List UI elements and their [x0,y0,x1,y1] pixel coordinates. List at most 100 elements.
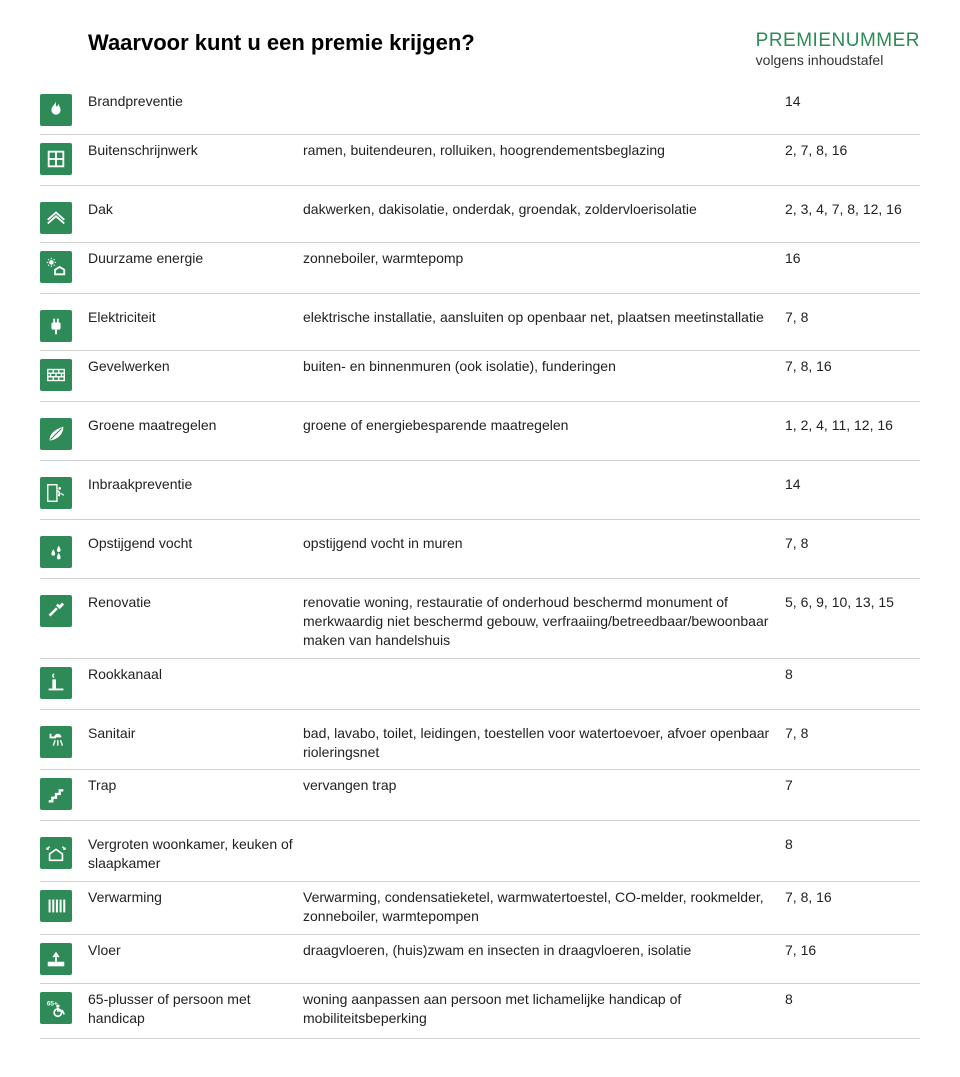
table-row: Elektriciteitelektrische installatie, aa… [40,302,920,351]
category-label: Renovatie [88,593,303,612]
icon-cell [40,941,88,975]
stairs-icon [40,778,72,810]
category-label: Verwarming [88,888,303,907]
premium-number: 7, 8, 16 [785,357,920,376]
icon-cell [40,665,88,699]
table-row: Gevelwerkenbuiten- en binnenmuren (ook i… [40,351,920,399]
description: ramen, buitendeuren, rolluiken, hoogrend… [303,141,785,160]
table-row: Sanitairbad, lavabo, toilet, leidingen, … [40,718,920,771]
table-section: Renovatierenovatie woning, restauratie o… [40,587,920,710]
premienummer-sub: volgens inhoudstafel [756,52,920,68]
icon-cell [40,888,88,922]
leaf-icon [40,418,72,450]
icon-cell [40,835,88,869]
table-row: 65+ 65-plusser of persoon met handicapwon… [40,984,920,1036]
description: Verwarming, condensatieketel, warmwatert… [303,888,785,926]
house-expand-icon [40,837,72,869]
premium-number: 7, 16 [785,941,920,960]
premium-number: 14 [785,475,920,494]
table-row: Opstijgend vochtopstijgend vocht in mure… [40,528,920,576]
table-row: Vergroten woonkamer, keuken of slaapkame… [40,829,920,882]
table-row: Inbraakpreventie 14 [40,469,920,517]
bricks-icon [40,359,72,391]
table-section: Brandpreventie14Buitenschrijnwerkramen, … [40,86,920,186]
hammer-icon [40,595,72,627]
premium-number: 2, 7, 8, 16 [785,141,920,160]
drops-icon [40,536,72,568]
category-label: Gevelwerken [88,357,303,376]
description: bad, lavabo, toilet, leidingen, toestell… [303,724,785,762]
roof-icon [40,202,72,234]
description: buiten- en binnenmuren (ook isolatie), f… [303,357,785,376]
table-row: Brandpreventie14 [40,86,920,135]
premienummer-heading: PREMIENUMMER volgens inhoudstafel [756,30,920,68]
premium-number: 7 [785,776,920,795]
table-row: Trapvervangen trap7 [40,770,920,818]
description: renovatie woning, restauratie of onderho… [303,593,785,650]
description: opstijgend vocht in muren [303,534,785,553]
table-section: Vergroten woonkamer, keuken of slaapkame… [40,829,920,1038]
description: groene of energiebesparende maatregelen [303,416,785,435]
icon-cell [40,200,88,234]
table-section: Elektriciteitelektrische installatie, aa… [40,302,920,402]
shower-icon [40,726,72,758]
category-label: Sanitair [88,724,303,743]
icon-cell [40,593,88,627]
floor-icon [40,943,72,975]
description: woning aanpassen aan persoon met lichame… [303,990,785,1028]
premium-number: 7, 8, 16 [785,888,920,907]
flame-icon [40,94,72,126]
icon-cell [40,475,88,509]
table-section: Dakdakwerken, dakisolatie, onderdak, gro… [40,194,920,294]
category-label: Vloer [88,941,303,960]
window-icon [40,143,72,175]
category-label: Elektriciteit [88,308,303,327]
category-label: 65-plusser of persoon met handicap [88,990,303,1028]
table-section: Opstijgend vochtopstijgend vocht in mure… [40,528,920,579]
icon-cell [40,534,88,568]
table-section: Groene maatregelengroene of energiebespa… [40,410,920,461]
table-row: Duurzame energiezonneboiler, warmtepomp1… [40,243,920,291]
premium-number: 7, 8 [785,308,920,327]
premium-number: 8 [785,990,920,1009]
icon-cell [40,724,88,758]
radiator-icon [40,890,72,922]
table-row: VerwarmingVerwarming, condensatieketel, … [40,882,920,935]
premienummer-label: PREMIENUMMER [756,30,920,51]
category-label: Inbraakpreventie [88,475,303,494]
premium-number: 8 [785,665,920,684]
table-section: Sanitairbad, lavabo, toilet, leidingen, … [40,718,920,822]
table-row: Buitenschrijnwerkramen, buitendeuren, ro… [40,135,920,183]
premium-number: 7, 8 [785,724,920,743]
wheelchair-icon: 65+ [40,992,72,1024]
icon-cell [40,308,88,342]
sun-house-icon [40,251,72,283]
table-section: Inbraakpreventie 14 [40,469,920,520]
icon-cell [40,249,88,283]
category-label: Brandpreventie [88,92,303,111]
category-label: Duurzame energie [88,249,303,268]
icon-cell [40,416,88,450]
description: draagvloeren, (huis)zwam en insecten in … [303,941,785,960]
premium-number: 16 [785,249,920,268]
category-label: Groene maatregelen [88,416,303,435]
category-label: Dak [88,200,303,219]
category-label: Buitenschrijnwerk [88,141,303,160]
premium-number: 7, 8 [785,534,920,553]
premium-number: 5, 6, 9, 10, 13, 15 [785,593,920,612]
category-label: Vergroten woonkamer, keuken of slaapkame… [88,835,303,873]
description: zonneboiler, warmtepomp [303,249,785,268]
description: dakwerken, dakisolatie, onderdak, groend… [303,200,785,219]
table-row: Vloerdraagvloeren, (huis)zwam en insecte… [40,935,920,984]
table-row: Dakdakwerken, dakisolatie, onderdak, gro… [40,194,920,243]
premium-number: 1, 2, 4, 11, 12, 16 [785,416,920,435]
plug-icon [40,310,72,342]
category-label: Opstijgend vocht [88,534,303,553]
description: elektrische installatie, aansluiten op o… [303,308,785,327]
header: Waarvoor kunt u een premie krijgen? PREM… [40,30,920,68]
chimney-icon [40,667,72,699]
page-title: Waarvoor kunt u een premie krijgen? [88,30,475,56]
table-row: Renovatierenovatie woning, restauratie o… [40,587,920,659]
exit-icon [40,477,72,509]
icon-cell [40,141,88,175]
